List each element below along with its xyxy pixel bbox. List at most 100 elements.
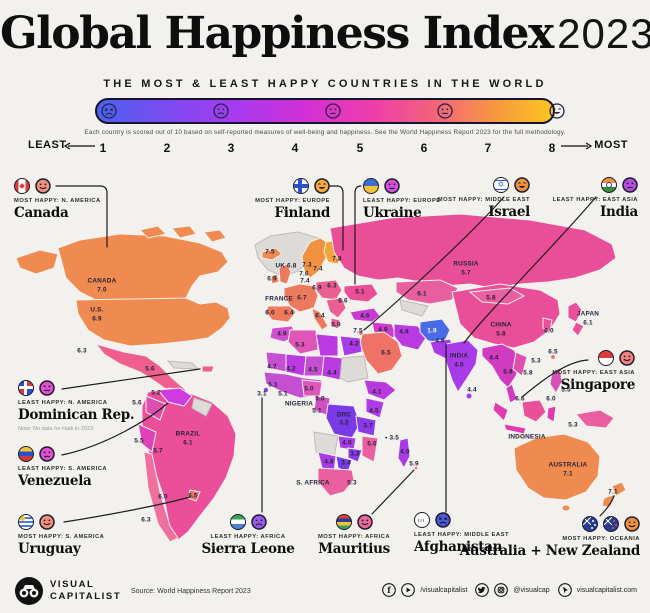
- source-credit: Source: World Happiness Report 2023: [131, 588, 251, 595]
- flag-ukraine-icon: [363, 178, 379, 194]
- arrow-left-icon: [64, 142, 95, 150]
- title-text: Global Happiness Index: [0, 8, 554, 59]
- region-guyanas: [191, 397, 213, 417]
- region-iberia: [265, 305, 297, 323]
- region-sri-lanka: [465, 392, 473, 400]
- callout-israel: MOST HAPPY: MIDDLE EAST Israel: [438, 177, 530, 220]
- region-taiwan: [550, 354, 556, 360]
- scale-least-label: LEAST: [28, 139, 67, 151]
- callout-venezuela: LEAST HAPPY: S. AMERICA Venezuela: [18, 446, 107, 489]
- callout-country: Canada: [14, 205, 69, 221]
- region-algeria: [287, 329, 319, 355]
- smiley-face-icon: [356, 514, 373, 530]
- callout-country: Uruguay: [18, 541, 81, 557]
- flag-finland-icon: [293, 178, 309, 194]
- region-tasmania: [561, 504, 571, 512]
- connector-mauritius: [371, 469, 415, 515]
- happiness-scale-gradient: [95, 98, 565, 124]
- region-mauritania: [265, 351, 289, 373]
- region-israel: [358, 330, 364, 336]
- website-url: visualcapitalist.com: [576, 586, 637, 594]
- connector-venezuela: [61, 402, 169, 456]
- callout-connectors: [55, 185, 615, 523]
- grin-face-icon: [314, 178, 330, 194]
- callout-australia-new-zealand: MOST HAPPY: OCEANIA Australia + New Zeal…: [460, 516, 640, 559]
- sad-face-icon: [39, 446, 55, 462]
- callout-country: Sierra Leone: [201, 541, 295, 557]
- region-balkans: [325, 297, 347, 319]
- region-venezuela: [157, 387, 193, 407]
- grin-face-icon: [549, 103, 565, 119]
- smiley-face-icon: [624, 516, 640, 532]
- connector-india: [463, 196, 597, 344]
- region-sierra-leone: [262, 386, 270, 394]
- page-subtitle: THE MOST & LEAST HAPPY COUNTRIES IN THE …: [103, 78, 547, 90]
- region-hispaniola: [201, 365, 215, 373]
- callout-india: LEAST HAPPY: EAST ASIA India: [553, 177, 638, 220]
- flag-dominican-republic-icon: [18, 380, 34, 396]
- region-central-asia-nodata: [399, 299, 429, 317]
- region-tanzania: [355, 415, 377, 437]
- brand-line1: VISUAL: [50, 579, 95, 591]
- twitter-icon: [475, 583, 490, 597]
- callout-uruguay: MOST HAPPY: S. AMERICA Uruguay: [18, 514, 104, 557]
- region-kenya: [365, 397, 385, 419]
- callout-country: India: [600, 204, 638, 220]
- callout-category: LEAST HAPPY: N. AMERICA: [18, 400, 108, 406]
- frown-face-icon: [250, 514, 267, 530]
- facebook-handle: /visualcapitalist: [420, 586, 468, 594]
- region-ethiopia: [363, 379, 397, 401]
- connector-uruguay: [63, 496, 191, 523]
- callout-sierra-leone: LEAST HAPPY: AFRICA Sierra Leone: [200, 514, 296, 557]
- region-arctic-islands: [139, 225, 227, 243]
- grin-face-icon: [514, 177, 530, 193]
- connector-finland: [329, 185, 344, 251]
- callout-country: Singapore: [560, 377, 636, 393]
- callout-singapore: MOST HAPPY: EAST ASIA Singapore: [552, 350, 635, 393]
- scale-tick: 6: [420, 141, 428, 155]
- callout-country: Australia + New Zealand: [459, 543, 641, 559]
- flag-india-icon: [601, 177, 617, 193]
- neutral-face-icon: [384, 178, 400, 194]
- region-colombia: [145, 395, 167, 421]
- region-ireland: [270, 273, 280, 285]
- region-java: [503, 423, 527, 435]
- region-nigeria: [301, 379, 323, 397]
- instagram-icon: [494, 583, 509, 597]
- flag-israel-icon: [493, 177, 509, 193]
- region-peru: [137, 423, 157, 453]
- region-niger: [303, 355, 325, 377]
- region-new-guinea: [575, 409, 615, 429]
- binoculars-logo-icon: [15, 577, 43, 605]
- flag-mauritius-icon: [335, 514, 352, 530]
- scale-tick: 1: [99, 141, 107, 155]
- region-vietnam: [512, 351, 528, 377]
- callout-country: Venezuela: [18, 473, 92, 489]
- region-canada: [57, 233, 229, 304]
- cursor-icon: [557, 583, 572, 597]
- callout-category: LEAST HAPPY: EAST ASIA: [552, 197, 638, 203]
- region-iceland: [261, 247, 283, 261]
- connector-australia-nz: [599, 495, 615, 517]
- region-zimbabwe: [347, 447, 363, 463]
- connector-dominican: [61, 368, 201, 390]
- region-usa: [75, 297, 231, 347]
- smiley-face-icon: [619, 350, 635, 366]
- region-greece: [330, 317, 341, 330]
- scale-tick: 8: [548, 141, 556, 155]
- slight-frown-face-icon: [325, 103, 341, 119]
- connector-canada: [55, 185, 108, 248]
- region-sumatra: [492, 401, 509, 422]
- callout-mauritius: MOST HAPPY: AFRICA Mauritius: [312, 514, 396, 557]
- scale-tick: 4: [291, 141, 299, 155]
- cry-face-icon: [435, 512, 451, 528]
- callout-country: Mauritius: [318, 541, 390, 557]
- flag-new-zealand-icon: [603, 516, 619, 532]
- region-russia: [329, 213, 617, 289]
- region-turkey: [349, 307, 381, 323]
- region-zambia: [337, 435, 357, 451]
- callout-category: LEAST HAPPY: MIDDLE EAST: [414, 532, 509, 538]
- region-west-europe: [283, 283, 319, 313]
- region-central-europe: [315, 279, 343, 301]
